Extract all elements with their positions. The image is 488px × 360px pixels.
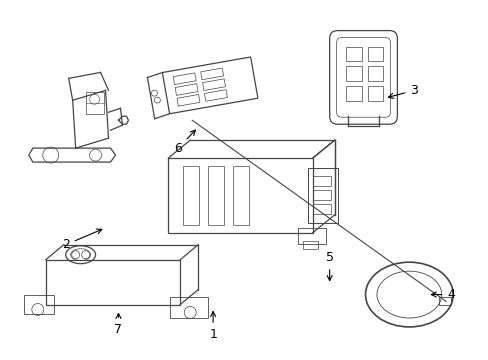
Bar bbox=[345, 67, 361, 81]
Bar bbox=[438, 297, 450, 305]
Bar bbox=[233, 166, 248, 225]
Bar bbox=[46, 260, 180, 305]
Text: 6: 6 bbox=[174, 130, 195, 155]
Bar bbox=[345, 86, 361, 101]
Text: 4: 4 bbox=[430, 288, 454, 301]
Bar bbox=[312, 190, 330, 200]
Text: 1: 1 bbox=[209, 311, 217, 341]
Bar bbox=[302, 241, 317, 249]
Bar bbox=[170, 297, 208, 319]
Bar bbox=[307, 168, 337, 223]
Text: 7: 7 bbox=[114, 314, 122, 336]
Bar bbox=[312, 204, 330, 214]
Bar bbox=[168, 158, 312, 233]
Text: 3: 3 bbox=[387, 84, 417, 98]
Bar bbox=[208, 166, 224, 225]
Text: 2: 2 bbox=[61, 229, 102, 251]
Bar bbox=[367, 67, 383, 81]
Bar bbox=[367, 86, 383, 101]
Bar bbox=[367, 46, 383, 62]
Bar bbox=[312, 176, 330, 186]
Bar bbox=[345, 46, 361, 62]
Bar bbox=[85, 92, 103, 114]
Bar bbox=[183, 166, 199, 225]
Text: 5: 5 bbox=[325, 251, 333, 280]
Bar bbox=[24, 294, 54, 315]
Bar bbox=[297, 228, 325, 244]
